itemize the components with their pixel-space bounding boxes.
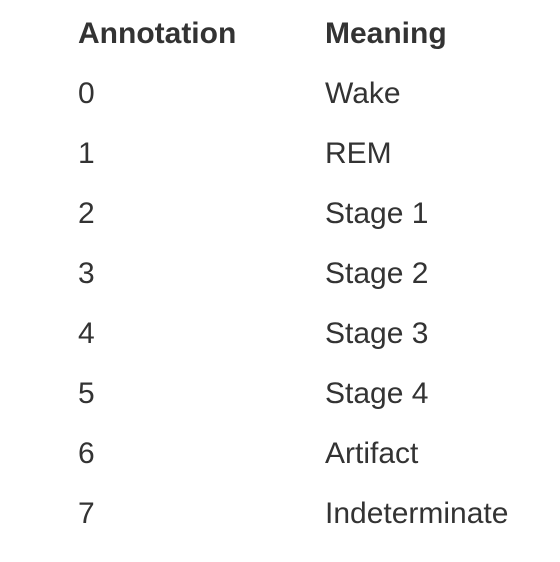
table-body: 0 Wake 1 REM 2 Stage 1 3 Stage 2 4 Stage… xyxy=(70,64,516,544)
meaning-cell: Wake xyxy=(325,77,401,110)
meaning-cell: Indeterminate xyxy=(325,497,509,530)
header-meaning: Meaning xyxy=(325,17,447,50)
annotation-cell: 1 xyxy=(78,137,95,170)
annotation-cell: 2 xyxy=(78,197,95,230)
table-row: 3 Stage 2 xyxy=(70,244,516,304)
meaning-cell: Artifact xyxy=(325,437,419,470)
meaning-cell: Stage 3 xyxy=(325,317,429,350)
table-row: 0 Wake xyxy=(70,64,516,124)
meaning-cell: Stage 4 xyxy=(325,377,429,410)
annotation-cell: 3 xyxy=(78,257,95,290)
table-row: 1 REM xyxy=(70,124,516,184)
header-row: Annotation Meaning xyxy=(70,4,516,64)
meaning-cell: Stage 1 xyxy=(325,197,429,230)
annotation-cell: 0 xyxy=(78,77,95,110)
table-row: 7 Indeterminate xyxy=(70,484,516,544)
header-annotation: Annotation xyxy=(78,17,237,50)
meaning-cell: REM xyxy=(325,137,392,170)
table-row: 4 Stage 3 xyxy=(70,304,516,364)
table-row: 2 Stage 1 xyxy=(70,184,516,244)
annotation-cell: 7 xyxy=(78,497,95,530)
annotation-cell: 4 xyxy=(78,317,95,350)
annotation-cell: 6 xyxy=(78,437,95,470)
meaning-cell: Stage 2 xyxy=(325,257,429,290)
table-row: 5 Stage 4 xyxy=(70,364,516,424)
annotation-cell: 5 xyxy=(78,377,95,410)
annotation-table: Annotation Meaning 0 Wake 1 REM 2 Stage … xyxy=(70,4,516,544)
table-row: 6 Artifact xyxy=(70,424,516,484)
table-header: Annotation Meaning xyxy=(70,4,516,64)
